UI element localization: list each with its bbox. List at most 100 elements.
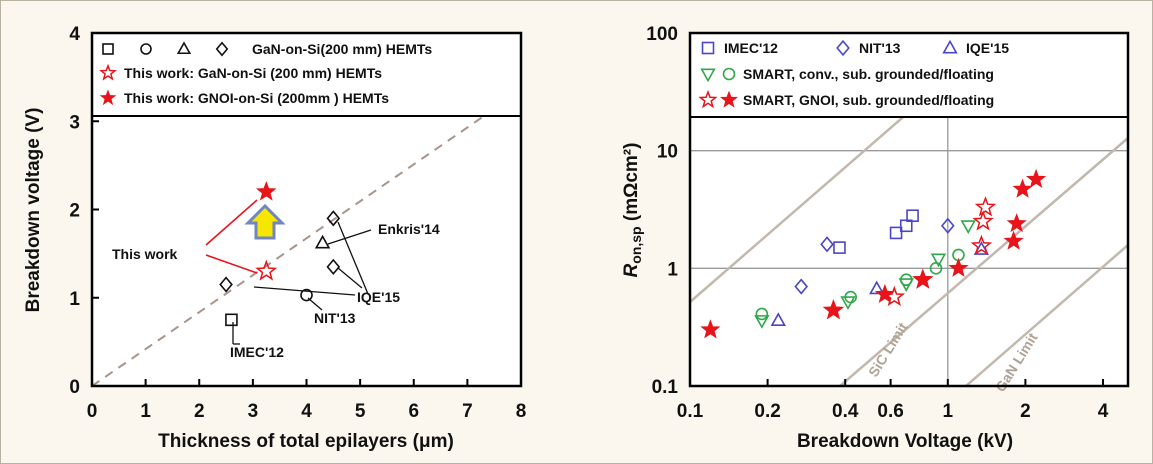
legend-marker: [215, 41, 229, 57]
right-data-point: [1026, 168, 1047, 188]
annotation-iqe15: IQE'15: [357, 289, 400, 305]
right-y-axis-label-unit: (mΩcm²): [621, 143, 642, 227]
left-x-tick-label: 2: [194, 401, 205, 422]
right-y-axis-label: Ron,sp (mΩcm²): [621, 143, 644, 278]
left-this-work-pointers: [205, 199, 258, 274]
right-data-point: [833, 241, 846, 254]
left-chart: 0 1 2 3 4 5 6 7 8 0 1 2 3 4 GaN-on-Si(200 mm) HEMTs Th…: [23, 24, 526, 452]
right-data-point: [930, 253, 947, 268]
legend-marker: [701, 41, 715, 55]
right-legend-box: [689, 32, 1129, 118]
legend-marker: [722, 67, 736, 81]
left-x-tick-label: 3: [248, 401, 259, 422]
right-ticks: 0.1 0.2 0.4 0.6 1 2 4 0.1 1 10 100: [646, 24, 1108, 422]
right-x-tick-label: 0.4: [832, 401, 859, 422]
right-x-tick-label: 0.2: [754, 401, 780, 422]
right-data-point: [820, 236, 834, 253]
left-data-point: [314, 234, 331, 249]
right-legend-label: SMART, conv., sub. grounded/floating: [743, 66, 994, 82]
left-x-tick-label: 8: [516, 401, 527, 422]
left-x-tick-label: 1: [140, 401, 151, 422]
right-data-point: [948, 257, 969, 277]
right-data-point: [970, 234, 993, 256]
annotation-nit13: NIT'13: [314, 310, 356, 326]
annotation-imec12: IMEC'12: [230, 344, 284, 360]
left-data-point: [326, 258, 341, 275]
right-x-tick-label: 1: [943, 401, 954, 422]
right-data-point: [794, 278, 809, 295]
left-y-tick-label: 3: [69, 112, 80, 133]
right-legend-label: NIT'13: [859, 40, 901, 56]
left-reference-pointers: [232, 221, 372, 345]
left-data-point: [326, 210, 341, 227]
annotation-this-work: This work: [112, 246, 178, 262]
right-x-tick-label: 0.1: [677, 401, 704, 422]
left-ticks: 0 1 2 3 4 5 6 7 8 0 1 2 3 4: [69, 24, 526, 422]
left-x-tick-label: 6: [408, 401, 419, 422]
legend-marker: [140, 43, 152, 55]
right-limit-line: [965, 244, 1129, 387]
right-data-point: [754, 315, 770, 329]
right-data-point: [929, 262, 943, 275]
left-data-point: [225, 313, 238, 327]
legend-marker: [942, 39, 958, 54]
left-x-tick-label: 7: [462, 401, 473, 422]
legend-marker: [99, 63, 117, 81]
annotation-enkris14: Enkris'14: [378, 221, 440, 237]
right-legend-label: IQE'15: [966, 40, 1009, 56]
right-y-tick-label: 0.1: [652, 377, 679, 398]
right-data-point: [874, 283, 895, 303]
right-y-tick-label: 100: [646, 24, 678, 45]
left-plot-frame: [90, 31, 523, 388]
right-data-points: [700, 168, 1047, 339]
left-x-tick-label: 5: [355, 401, 366, 422]
left-data-point: [219, 276, 233, 293]
right-data-point: [899, 219, 913, 233]
right-legend: IMEC'12 NIT'13 IQE'15 SMART, conv., sub. gr…: [698, 39, 1009, 109]
left-y-axis-label: Breakdown voltage (V): [23, 108, 44, 313]
right-data-point: [869, 280, 885, 295]
right-plot-frame: [688, 31, 1130, 388]
right-data-point: [912, 269, 933, 289]
left-y-tick-label: 1: [69, 289, 80, 310]
right-data-point: [899, 273, 913, 287]
right-data-point: [1006, 213, 1027, 233]
left-x-axis-label: Thickness of total epilayers (μm): [158, 431, 454, 452]
right-data-point: [972, 210, 994, 231]
legend-marker: [700, 68, 716, 83]
left-legend-label: This work: GNOI-on-Si (200mm ) HEMTs: [124, 90, 389, 106]
right-y-tick-label: 1: [667, 259, 678, 280]
right-legend-label: IMEC'12: [724, 40, 778, 56]
legend-marker: [720, 90, 738, 108]
left-y-tick-label: 4: [69, 24, 80, 45]
right-data-point: [973, 241, 990, 255]
right-data-point: [700, 319, 721, 339]
left-x-tick-label: 0: [87, 401, 98, 422]
left-legend: GaN-on-Si(200 mm) HEMTs This work: GaN-on…: [99, 41, 432, 106]
right-x-tick-label: 0.6: [877, 401, 903, 422]
legend-marker: [836, 39, 850, 57]
right-x-tick-label: 2: [1020, 401, 1031, 422]
right-x-tick-label: 4: [1098, 401, 1109, 422]
right-data-point: [770, 312, 786, 327]
left-data-point: [300, 288, 313, 302]
right-data-point: [755, 307, 769, 321]
legend-marker: [99, 89, 117, 106]
right-data-point: [960, 220, 976, 235]
legend-marker: [176, 41, 192, 55]
right-legend-label: SMART, GNOI, sub. grounded/floating: [743, 92, 994, 108]
left-legend-box: [91, 32, 522, 117]
left-data-point: [255, 259, 278, 281]
right-data-point: [889, 226, 903, 240]
up-arrow-icon: [244, 203, 286, 240]
left-legend-label: This work: GaN-on-Si (200 mm) HEMTs: [124, 65, 382, 81]
legend-marker: [102, 43, 114, 55]
left-y-tick-label: 2: [69, 201, 80, 222]
left-x-tick-label: 4: [301, 401, 312, 422]
right-x-axis-label: Breakdown Voltage (kV): [797, 431, 1013, 452]
left-legend-label: GaN-on-Si(200 mm) HEMTs: [252, 41, 432, 57]
legend-marker: [698, 89, 718, 109]
right-data-point: [1003, 230, 1024, 250]
